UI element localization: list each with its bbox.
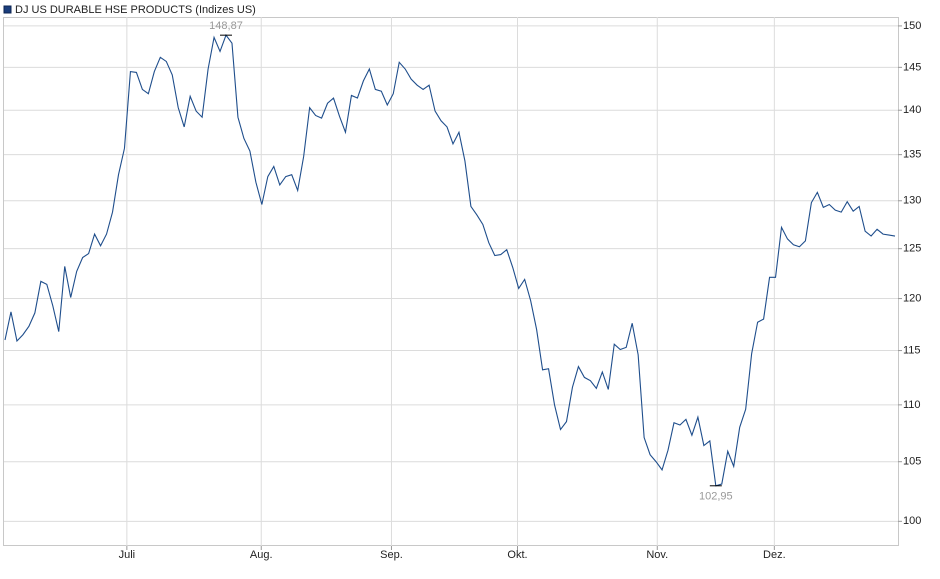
y-tick-label: 145: [903, 61, 921, 73]
y-tick-label: 100: [903, 515, 921, 527]
x-tick-label: Nov.: [646, 549, 668, 561]
y-tick-label: 110: [903, 399, 921, 411]
y-tick-label: 105: [903, 456, 921, 468]
y-tick-label: 140: [903, 104, 921, 116]
y-tick-label: 120: [903, 292, 921, 304]
extreme-label: 102,95: [699, 491, 733, 503]
y-tick-label: 115: [903, 344, 921, 356]
x-tick-label: Juli: [119, 549, 136, 561]
plot-frame: [3, 17, 899, 546]
y-tick-label: 150: [903, 20, 921, 32]
x-tick-label: Sep.: [380, 549, 403, 561]
x-tick-label: Dez.: [763, 549, 786, 561]
y-tick-label: 135: [903, 149, 921, 161]
extreme-label: 148,87: [209, 20, 243, 32]
price-line: [4, 34, 896, 487]
x-tick-label: Okt.: [507, 549, 527, 561]
x-tick-label: Aug.: [250, 549, 273, 561]
y-tick-label: 130: [903, 195, 921, 207]
y-tick-label: 125: [903, 243, 921, 255]
legend-label: DJ US DURABLE HSE PRODUCTS (Indizes US): [15, 4, 256, 16]
legend-swatch: [3, 5, 12, 14]
